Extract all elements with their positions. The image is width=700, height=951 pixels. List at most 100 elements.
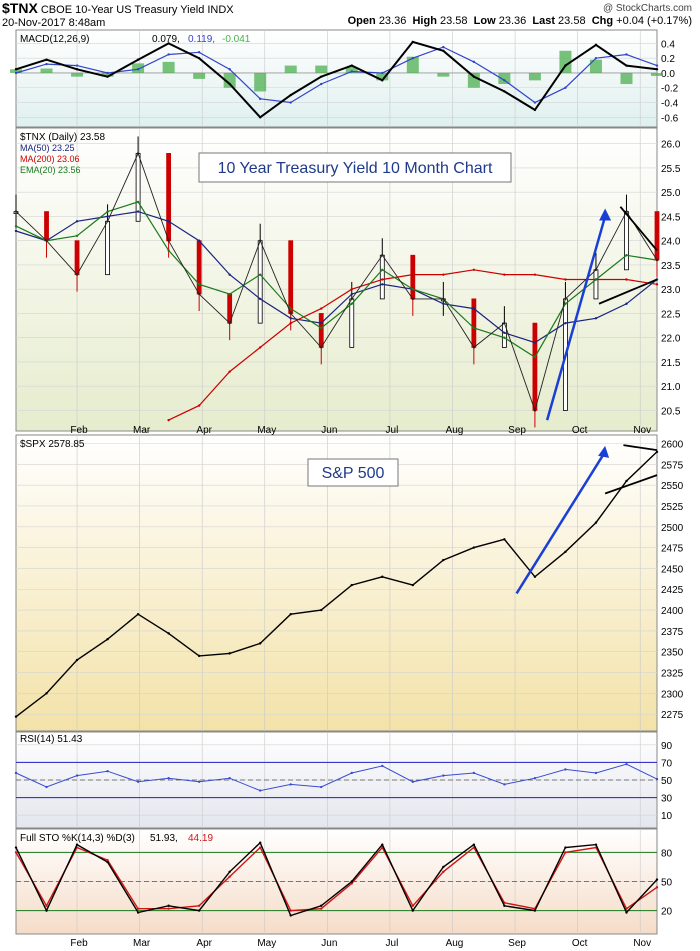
rsi-line-point bbox=[106, 770, 109, 773]
header-right: @ StockCharts.com Open 23.36 High 23.58 … bbox=[348, 2, 692, 28]
month-label: Sep bbox=[508, 938, 526, 949]
spx-arrow-head bbox=[598, 445, 610, 458]
tnx-ema20-line-point bbox=[289, 307, 292, 310]
rsi-line-point bbox=[136, 780, 140, 783]
month-label: Mar bbox=[133, 938, 151, 949]
tnx-price-line bbox=[15, 152, 658, 412]
macd-line-point bbox=[350, 64, 353, 67]
spx-price-line-point bbox=[381, 575, 384, 578]
month-label: Oct bbox=[572, 425, 588, 436]
chart-header: $TNX CBOE 10-Year US Treasury Yield INDX… bbox=[0, 0, 700, 30]
macd-histogram-bar bbox=[620, 72, 633, 85]
tnx-ma200-line-point bbox=[655, 283, 659, 286]
spx-price-line-point bbox=[289, 613, 292, 616]
tnx-ema20-line-point bbox=[75, 234, 79, 238]
macd-signal-line-point bbox=[350, 70, 353, 73]
tnx-ma200-line-point bbox=[350, 288, 353, 291]
tnx-ma50-line-point bbox=[503, 331, 506, 335]
sto-k-line-point bbox=[45, 909, 48, 912]
tnx-ema20-line-point bbox=[594, 278, 598, 281]
rsi-y-tick: 50 bbox=[661, 776, 673, 787]
panel-bg-macd bbox=[15, 29, 658, 128]
macd-line-point bbox=[45, 58, 48, 61]
spx-price-line-point bbox=[350, 583, 353, 587]
macd-line-point bbox=[503, 90, 506, 93]
macd-signal-line-point bbox=[289, 101, 292, 104]
spx-price-line-point bbox=[594, 521, 598, 524]
macd-y-tick: -0.4 bbox=[661, 99, 679, 110]
open-value: 23.36 bbox=[378, 15, 407, 27]
macd-hist-value: -0.041 bbox=[222, 34, 251, 45]
tnx-candle-body bbox=[410, 254, 416, 300]
macd-signal-line-point bbox=[136, 68, 140, 71]
tnx-ma200-line-point bbox=[320, 307, 323, 310]
macd-signal-line bbox=[15, 46, 658, 104]
spx-price-line-point bbox=[564, 550, 567, 553]
high-value: 23.58 bbox=[439, 15, 468, 27]
month-label: Mar bbox=[133, 425, 151, 436]
sto-k-line-point bbox=[197, 909, 201, 912]
month-label: Feb bbox=[70, 938, 88, 949]
tnx-ma50-line-point bbox=[14, 229, 18, 233]
macd-histogram-bar bbox=[254, 72, 267, 92]
sto-k-line-point bbox=[14, 846, 18, 849]
macd-histogram-bar bbox=[162, 61, 175, 73]
tnx-ma50-line-point bbox=[350, 292, 353, 296]
macd-histogram-bar bbox=[40, 68, 53, 73]
tnx-candle-body bbox=[74, 240, 80, 276]
macd-signal-line-point bbox=[564, 86, 567, 89]
rsi-line-point bbox=[228, 777, 231, 780]
sto-k-value: 51.93, bbox=[150, 833, 178, 844]
rsi-line-point bbox=[75, 774, 79, 777]
macd-line-point bbox=[594, 43, 598, 47]
tnx-y-tick: 22.0 bbox=[661, 334, 681, 345]
tnx-price-line-point bbox=[503, 321, 506, 325]
macd-signal-line-point bbox=[411, 56, 415, 60]
high-label: High bbox=[412, 15, 437, 27]
spx-price-line-point bbox=[197, 654, 201, 658]
tnx-ma200-line-point bbox=[533, 273, 537, 276]
macd-line-point bbox=[564, 64, 567, 67]
tnx-ma200-line-point bbox=[503, 273, 506, 276]
tnx-ma200-line-point bbox=[564, 278, 567, 281]
spx-y-tick: 2575 bbox=[661, 460, 684, 471]
macd-signal-line-point bbox=[75, 64, 79, 67]
macd-histogram-bar bbox=[528, 72, 541, 81]
rsi-line-point bbox=[625, 762, 628, 766]
sto-k-line-point bbox=[258, 841, 262, 844]
rsi-line-point bbox=[258, 789, 262, 792]
macd-signal-line-point bbox=[197, 51, 201, 54]
tnx-price-line-point bbox=[472, 346, 476, 349]
sto-d-line-point bbox=[625, 907, 628, 910]
tnx-y-tick: 24.5 bbox=[661, 212, 681, 223]
sto-d-line-point bbox=[197, 904, 201, 907]
macd-signal-line-point bbox=[381, 71, 384, 75]
macd-signal-line-point bbox=[625, 53, 628, 56]
month-label: Jul bbox=[386, 425, 399, 436]
header-left: $TNX CBOE 10-Year US Treasury Yield INDX… bbox=[2, 1, 234, 30]
sto-d-line-point bbox=[320, 907, 323, 910]
tnx-candle-body bbox=[257, 240, 263, 324]
tnx-trend-arrow bbox=[545, 216, 607, 421]
spx-y-tick: 2400 bbox=[661, 606, 684, 617]
tnx-ma50-line-point bbox=[564, 321, 567, 325]
tnx-price-line-point bbox=[228, 321, 231, 325]
tnx-triangle-upper bbox=[619, 206, 658, 251]
ma50-legend: MA(50) 23.25 bbox=[20, 143, 75, 153]
tnx-ma50-line-point bbox=[381, 283, 384, 286]
rsi-legend: RSI(14) 51.43 bbox=[20, 734, 83, 745]
sto-d-line-point bbox=[289, 909, 292, 912]
tnx-annotation: 10 Year Treasury Yield 10 Month Chart bbox=[218, 160, 493, 177]
spx-y-tick: 2425 bbox=[661, 585, 684, 596]
tnx-ma200-line-point bbox=[289, 321, 292, 325]
macd-legend: MACD(12,26,9) bbox=[20, 34, 89, 45]
spx-price-line-point bbox=[411, 583, 415, 587]
tnx-candle-body bbox=[379, 254, 385, 300]
rsi-line bbox=[15, 763, 658, 792]
sto-k-line-point bbox=[320, 904, 323, 907]
tnx-ma200-line-point bbox=[442, 273, 445, 276]
sto-d-line-point bbox=[228, 875, 231, 878]
rsi-line-point bbox=[197, 780, 201, 783]
rsi-line-point bbox=[411, 780, 415, 783]
macd-value: 0.079, bbox=[152, 34, 180, 45]
